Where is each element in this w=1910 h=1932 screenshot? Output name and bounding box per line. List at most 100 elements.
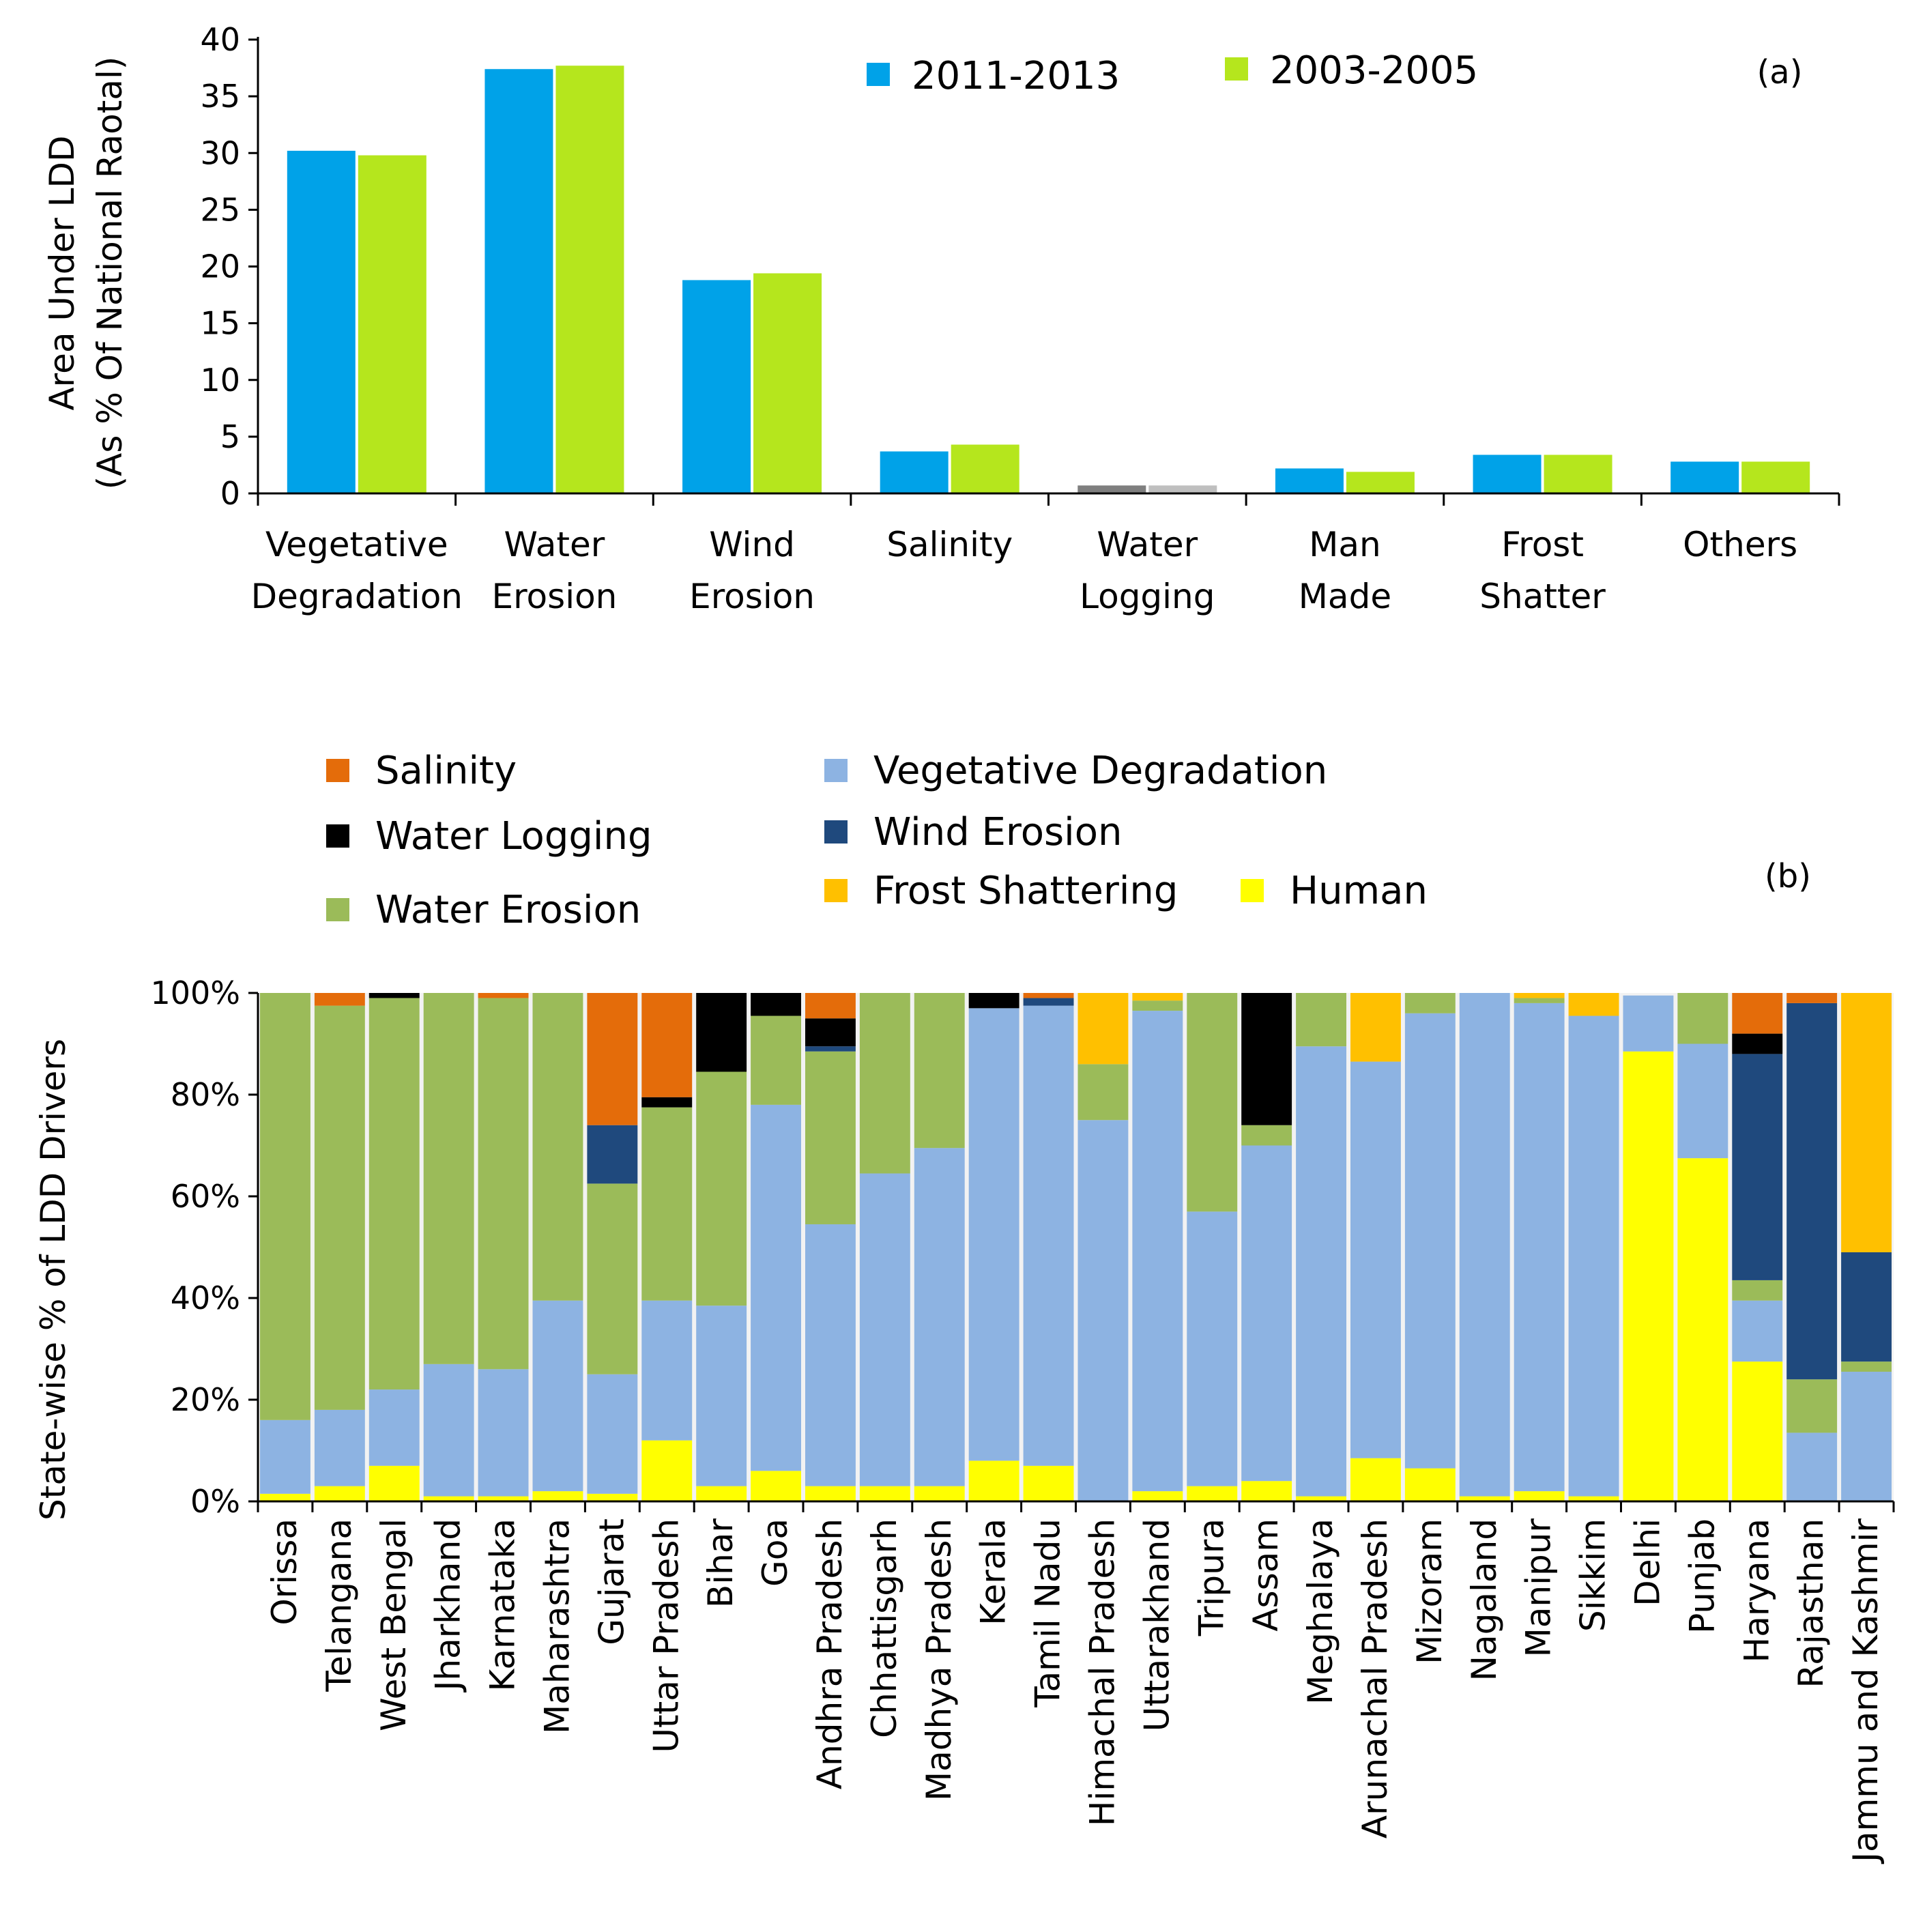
segment-uttarakhand-human [1132,1491,1183,1501]
panel-b-ytick-label: 80% [171,1076,240,1113]
panel-a-category-label: Water Erosion [492,525,618,616]
segment-goa-human [751,1471,801,1501]
segment-west-bengal-water-logging [368,993,420,998]
panel-a-ytick-label: 10 [200,362,240,399]
segment-punjab-human [1677,1158,1728,1501]
panel-a-category-line: Erosion [492,577,618,616]
legend-label-wind-erosion: Wind Erosion [873,810,1122,854]
bar-frost-shatter-2011-2013 [1473,455,1542,493]
segment-delhi-human [1623,1051,1674,1501]
panel-a-category-label: Salinity [886,525,1013,564]
legend-swatch-water-erosion [326,898,349,921]
segment-jharkhand-vegetative-degradation [423,1364,474,1497]
panel-a-category-line: Water [504,525,605,564]
segment-goa-water-erosion [751,1015,801,1105]
segment-uttar-pradesh-vegetative-degradation [641,1300,693,1441]
panel-a-bars [257,37,1839,495]
state-label-chhattisgarh: Chhattisgarh [865,1518,904,1738]
segment-bihar-vegetative-degradation [696,1306,747,1486]
panel-a-ytick-label: 35 [200,78,240,115]
legend-swatch-2003-2005 [1225,57,1248,81]
bar-vegetative-degradation-2003-2005 [358,155,426,493]
segment-assam-water-erosion [1241,1125,1292,1146]
panel-a-category-line: Man [1309,525,1380,564]
segment-andhra-pradesh-water-logging [805,1018,856,1047]
segment-telangana-human [314,1486,365,1501]
bar-wind-erosion-2011-2013 [682,280,751,493]
segment-karnataka-salinity [478,993,529,998]
segment-jammu-and-kashmir-wind-erosion [1841,1252,1892,1362]
segment-andhra-pradesh-vegetative-degradation [805,1224,856,1486]
segment-chhattisgarh-water-erosion [859,993,910,1174]
segment-uttar-pradesh-human [641,1440,693,1501]
segment-andhra-pradesh-wind-erosion [805,1046,856,1052]
segment-gujarat-salinity [587,993,638,1125]
bar-frost-shatter-2003-2005 [1544,455,1612,493]
segment-himachal-pradesh-frost-shattering [1077,993,1129,1065]
panel-a-category-line: Vegetative [265,525,448,564]
bar-water-logging-2003-2005 [1148,485,1217,493]
state-label-gujarat: Gujarat [592,1518,631,1645]
legend-swatch-water-logging [326,824,349,848]
segment-andhra-pradesh-salinity [805,993,856,1019]
bar-others-2011-2013 [1670,461,1739,493]
legend-swatch-vegetative-degradation [824,759,848,782]
segment-punjab-vegetative-degradation [1677,1043,1728,1159]
panel-a-ylabel-line1: Area Under LDD [42,135,82,410]
segment-kerala-water-logging [968,993,1019,1009]
segment-maharashtra-vegetative-degradation [532,1300,583,1492]
segment-rajasthan-water-erosion [1786,1379,1838,1433]
segment-assam-human [1241,1481,1292,1501]
bar-water-erosion-2011-2013 [484,69,553,494]
panel-a-y-axis: 0 5 10 15 20 25 30 35 40 [200,21,258,512]
panel-b-label: (b) [1765,857,1811,895]
panel-b-ytick-label: 40% [171,1280,240,1316]
state-label-karnataka: Karnataka [483,1518,523,1692]
segment-goa-water-logging [751,993,801,1016]
segment-rajasthan-vegetative-degradation [1786,1432,1838,1501]
panel-b-y-axis: 0% 20% 40% 60% 80% 100% [150,975,258,1520]
segment-gujarat-water-erosion [587,1183,638,1374]
segment-assam-water-logging [1241,993,1292,1125]
legend-label-human: Human [1290,869,1428,913]
state-label-assam: Assam [1246,1518,1286,1632]
legend-swatch-frost-shattering [824,879,848,902]
legend-swatch-wind-erosion [824,820,848,844]
segment-nagaland-vegetative-degradation [1459,993,1510,1497]
state-label-tamil-nadu: Tamil Nadu [1028,1518,1068,1708]
panel-a-category-line: Water [1097,525,1198,564]
state-label-bihar: Bihar [701,1518,740,1609]
segment-haryana-water-logging [1732,1033,1783,1054]
segment-uttarakhand-vegetative-degradation [1132,1011,1183,1492]
segment-sikkim-vegetative-degradation [1568,1015,1619,1497]
segment-tamil-nadu-salinity [1023,993,1074,998]
segment-kerala-vegetative-degradation [968,1008,1019,1461]
segment-haryana-salinity [1732,993,1783,1034]
segment-punjab-water-erosion [1677,993,1728,1044]
panel-a-category-line: Wind [709,525,795,564]
segment-bihar-human [696,1486,747,1501]
state-label-west-bengal: West Bengal [374,1518,414,1731]
legend-label-salinity: Salinity [375,749,517,793]
panel-a-ytick-label: 20 [200,248,240,285]
panel-a-category-line: Shatter [1479,577,1606,616]
panel-a-category-line: Degradation [251,577,463,616]
segment-meghalaya-water-erosion [1296,993,1346,1047]
bar-salinity-2011-2013 [880,451,949,493]
segment-tamil-nadu-human [1023,1465,1074,1501]
segment-haryana-human [1732,1361,1783,1501]
segment-jammu-and-kashmir-vegetative-degradation [1841,1372,1892,1501]
panel-b-ytick-label: 20% [171,1381,240,1418]
segment-telangana-water-erosion [314,1005,365,1410]
state-label-uttar-pradesh: Uttar Pradesh [646,1518,686,1753]
state-label-arunachal-pradesh: Arunachal Pradesh [1355,1518,1395,1839]
segment-west-bengal-vegetative-degradation [368,1389,420,1466]
state-label-andhra-pradesh: Andhra Pradesh [810,1518,850,1789]
panel-a-category-label: Man Made [1299,525,1391,616]
segment-chhattisgarh-vegetative-degradation [859,1173,910,1486]
segment-jammu-and-kashmir-frost-shattering [1841,993,1892,1252]
state-label-delhi: Delhi [1627,1518,1667,1606]
segment-tripura-water-erosion [1187,993,1238,1212]
segment-bihar-water-erosion [696,1071,747,1306]
